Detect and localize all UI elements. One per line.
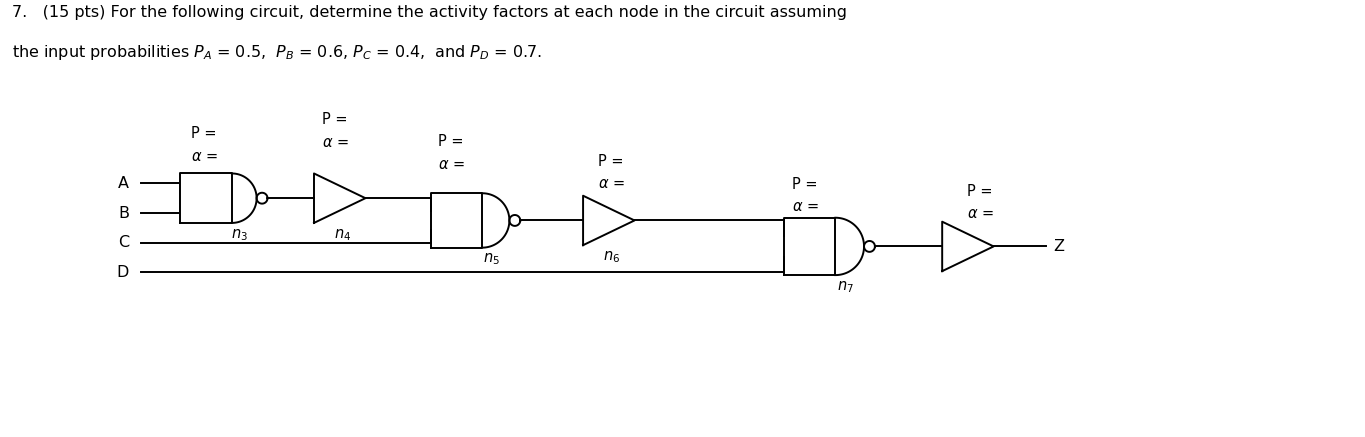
Polygon shape: [482, 193, 509, 248]
Text: $n_4$: $n_4$: [333, 227, 351, 243]
Text: Z: Z: [1052, 239, 1063, 254]
Text: C: C: [117, 235, 130, 250]
Text: $\alpha$ =: $\alpha$ =: [792, 199, 819, 214]
Text: P =: P =: [322, 112, 348, 127]
Text: B: B: [117, 205, 130, 221]
Polygon shape: [835, 218, 864, 275]
Text: P =: P =: [191, 126, 216, 141]
Text: $\alpha$ =: $\alpha$ =: [191, 149, 217, 163]
Polygon shape: [232, 173, 257, 223]
Text: $\alpha$ =: $\alpha$ =: [322, 135, 349, 150]
Text: P =: P =: [966, 184, 992, 199]
Text: $n_7$: $n_7$: [837, 279, 854, 295]
Text: A: A: [117, 176, 130, 191]
Text: $\alpha$ =: $\alpha$ =: [438, 157, 465, 172]
Polygon shape: [431, 193, 482, 248]
Text: $n_5$: $n_5$: [483, 252, 500, 267]
Text: P =: P =: [438, 134, 464, 149]
Text: $n_6$: $n_6$: [603, 249, 620, 265]
Polygon shape: [583, 196, 635, 245]
Text: D: D: [116, 265, 130, 280]
Polygon shape: [784, 218, 835, 275]
Text: P =: P =: [598, 154, 624, 169]
Polygon shape: [314, 173, 366, 223]
Text: P =: P =: [792, 177, 818, 192]
Text: $\alpha$ =: $\alpha$ =: [966, 206, 994, 221]
Text: 7.   (15 pts) For the following circuit, determine the activity factors at each : 7. (15 pts) For the following circuit, d…: [12, 5, 848, 20]
Polygon shape: [180, 173, 232, 223]
Text: $\alpha$ =: $\alpha$ =: [598, 176, 625, 191]
Text: the input probabilities $P_A$ = 0.5,  $P_B$ = 0.6, $P_C$ = 0.4,  and $P_D$ = 0.7: the input probabilities $P_A$ = 0.5, $P_…: [12, 43, 542, 62]
Text: $n_3$: $n_3$: [231, 227, 248, 243]
Polygon shape: [942, 222, 994, 271]
